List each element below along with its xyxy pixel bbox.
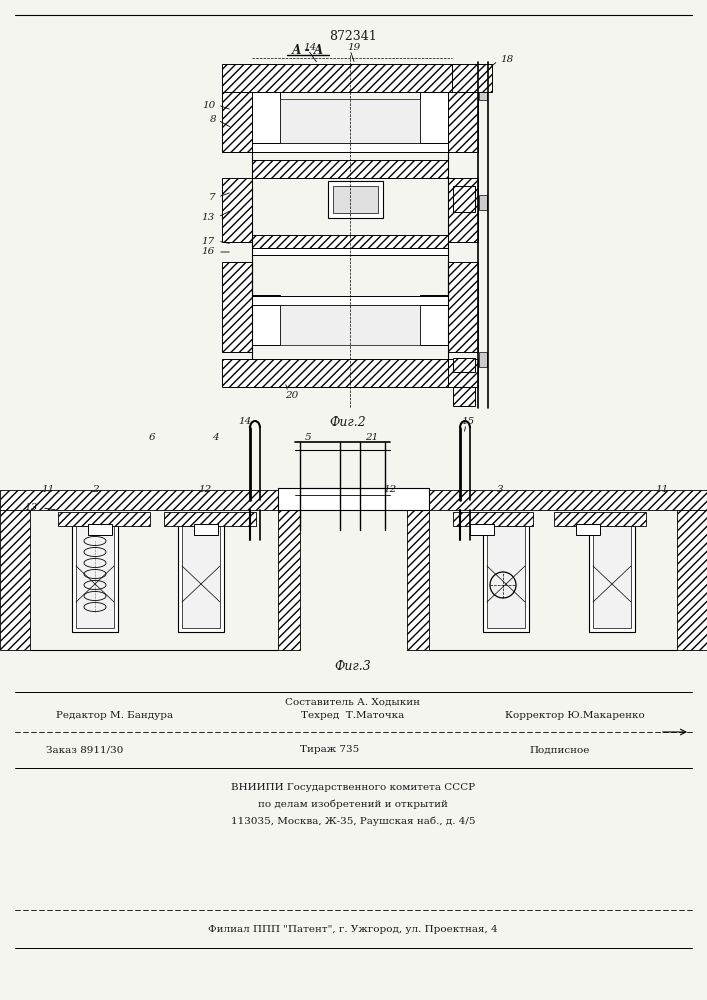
Bar (222, 64, 452, 92)
Bar (487, 526, 525, 628)
Text: 2: 2 (92, 486, 98, 494)
Bar (483, 522, 529, 632)
Bar (178, 522, 224, 632)
Text: Тираж 735: Тираж 735 (300, 746, 360, 754)
Text: Составитель А. Ходыкин: Составитель А. Ходыкин (286, 698, 421, 706)
Bar (252, 295, 280, 345)
Bar (554, 512, 646, 526)
Bar (479, 195, 487, 210)
Text: Филиал ППП "Патент", г. Ужгород, ул. Проектная, 4: Филиал ППП "Патент", г. Ужгород, ул. Про… (208, 926, 498, 934)
Bar (252, 235, 448, 248)
Text: 5: 5 (305, 434, 311, 442)
Bar (252, 160, 448, 178)
Bar (76, 526, 114, 628)
Text: 113035, Москва, Ж-35, Раушская наб., д. 4/5: 113035, Москва, Ж-35, Раушская наб., д. … (230, 816, 475, 826)
Text: Фиг.3: Фиг.3 (334, 660, 371, 674)
Bar (593, 526, 631, 628)
Text: Корректор Ю.Макаренко: Корректор Ю.Макаренко (505, 710, 645, 720)
Bar (88, 524, 112, 535)
Text: 4: 4 (211, 434, 218, 442)
Text: 11: 11 (655, 486, 668, 494)
Text: 14: 14 (238, 418, 252, 426)
Bar (453, 512, 533, 526)
Bar (222, 92, 252, 152)
Bar (448, 359, 478, 387)
Bar (0, 510, 30, 650)
Bar (677, 510, 707, 650)
Bar (222, 359, 448, 387)
Bar (328, 181, 383, 218)
Bar (252, 92, 280, 145)
Bar (479, 352, 487, 367)
Text: А - А: А - А (292, 43, 325, 56)
Bar (448, 92, 478, 152)
Bar (252, 296, 448, 305)
Text: 3: 3 (497, 486, 503, 494)
Text: Техред  Т.Маточка: Техред Т.Маточка (301, 710, 404, 720)
Bar (420, 295, 448, 345)
Bar (194, 524, 218, 535)
Text: 11: 11 (42, 486, 55, 494)
Text: 21: 21 (366, 434, 379, 442)
Bar (448, 178, 478, 242)
Bar (252, 143, 448, 152)
Text: 8: 8 (209, 115, 216, 124)
Bar (278, 510, 300, 650)
Bar (576, 524, 600, 535)
Bar (333, 186, 378, 213)
Bar (164, 512, 256, 526)
Bar (448, 262, 478, 352)
Bar (453, 387, 475, 406)
Bar (280, 99, 420, 143)
Bar (280, 305, 420, 345)
Bar (453, 358, 475, 372)
Bar (453, 186, 475, 212)
Text: Редактор М. Бандура: Редактор М. Бандура (57, 710, 173, 720)
Bar (182, 526, 220, 628)
Bar (58, 512, 150, 526)
Text: Заказ 8911/30: Заказ 8911/30 (47, 746, 124, 754)
Text: 18: 18 (500, 55, 513, 64)
Text: 20: 20 (285, 390, 298, 399)
Text: 15: 15 (462, 418, 474, 426)
Bar (72, 522, 118, 632)
Text: по делам изобретений и открытий: по делам изобретений и открытий (258, 799, 448, 809)
Text: ВНИИПИ Государственного комитета СССР: ВНИИПИ Государственного комитета СССР (231, 782, 475, 792)
Bar (452, 64, 492, 92)
Text: 14: 14 (303, 43, 316, 52)
Text: 12: 12 (199, 486, 211, 494)
Bar (420, 92, 448, 145)
Bar (222, 178, 252, 242)
Text: 19: 19 (347, 43, 361, 52)
Bar (470, 524, 494, 535)
Bar (407, 510, 429, 650)
Bar (0, 490, 707, 510)
Bar (252, 248, 448, 255)
Bar (452, 92, 478, 125)
Text: 872341: 872341 (329, 30, 377, 43)
Text: 17: 17 (201, 236, 215, 245)
Text: 7: 7 (209, 192, 215, 202)
Text: 16: 16 (201, 247, 215, 256)
Bar (278, 488, 429, 510)
Bar (222, 262, 252, 352)
Text: 10: 10 (203, 101, 216, 109)
Text: 6: 6 (148, 434, 156, 442)
Bar (479, 80, 487, 100)
Text: Подписное: Подписное (530, 746, 590, 754)
Bar (589, 522, 635, 632)
Text: 13: 13 (201, 214, 215, 223)
Text: Фиг.2: Фиг.2 (329, 416, 366, 430)
Text: 13: 13 (25, 502, 38, 512)
Text: 12: 12 (383, 486, 397, 494)
